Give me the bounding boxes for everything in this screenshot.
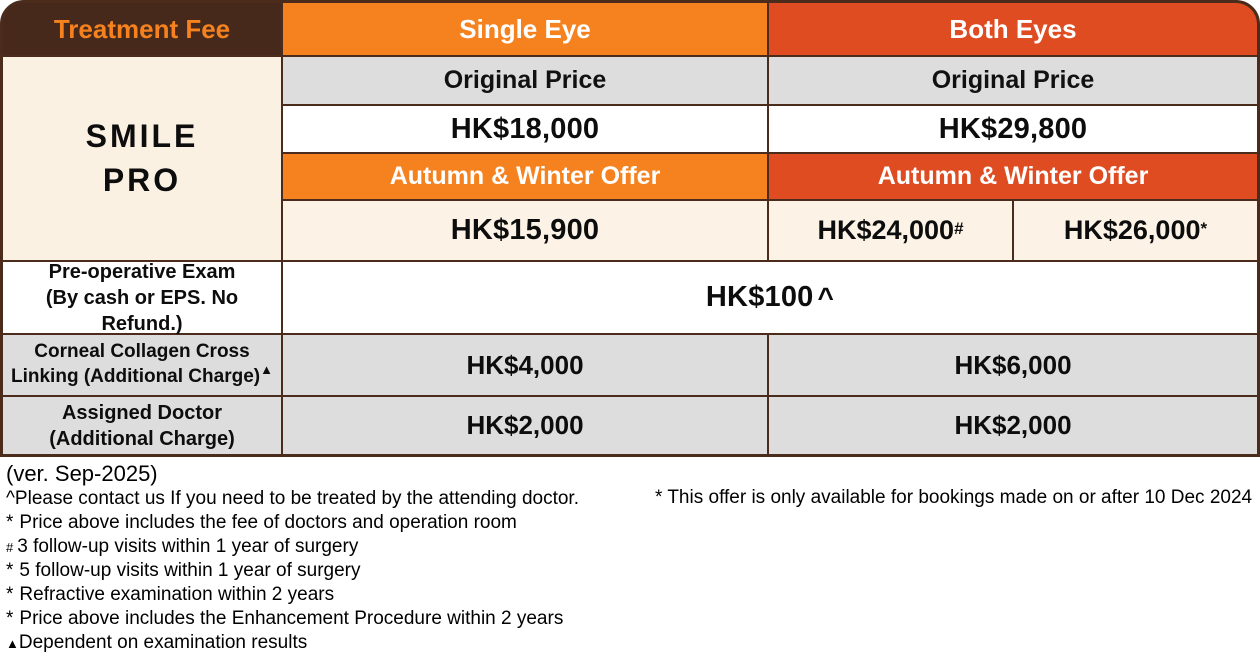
footnote-3-followup: #3 follow-up visits within 1 year of sur… bbox=[6, 535, 646, 559]
footnote-text: Price above includes the Enhancement Pro… bbox=[19, 608, 564, 629]
corneal-cross-linking-label: Corneal Collagen Cross Linking (Addition… bbox=[3, 335, 281, 395]
caret-footnote-marker: ^ bbox=[6, 488, 15, 509]
offer-price-single-eye: HK$15,900 bbox=[283, 201, 767, 260]
caret-marker: ^ bbox=[817, 281, 835, 313]
assigned-doctor-label-line1: Assigned Doctor bbox=[61, 401, 222, 424]
assigned-doctor-price-both-eyes: HK$2,000 bbox=[769, 397, 1257, 454]
product-cell-smile-pro: SMILE PRO bbox=[3, 57, 281, 260]
footnote-text: Please contact us If you need to be trea… bbox=[14, 488, 579, 509]
footnote-text: Price above includes the fee of doctors … bbox=[19, 512, 517, 533]
preop-exam-label-line2: (By cash or EPS. No Refund.) bbox=[45, 286, 239, 335]
corneal-price-single-eye: HK$4,000 bbox=[283, 335, 767, 395]
footnote-fee-includes: * Price above includes the fee of doctors… bbox=[6, 511, 646, 535]
hash-marker: # bbox=[954, 219, 964, 238]
original-price-label-both: Original Price bbox=[769, 57, 1257, 104]
header-treatment-fee: Treatment Fee bbox=[3, 3, 281, 55]
preop-exam-price: HK$100 ^ bbox=[283, 262, 1257, 333]
offer-label-single-eye: Autumn & Winter Offer bbox=[283, 154, 767, 199]
preop-exam-label: Pre-operative Exam (By cash or EPS. No R… bbox=[3, 260, 281, 335]
corneal-price-both-eyes: HK$6,000 bbox=[769, 335, 1257, 395]
offer-price-both-eyes-option1: HK$24,000 # bbox=[769, 201, 1012, 260]
footnotes-block: (ver. Sep-2025) ^Please contact us If yo… bbox=[6, 461, 646, 655]
preop-exam-price-value: HK$100 bbox=[705, 281, 814, 313]
treatment-fee-table: Treatment Fee Single Eye Both Eyes SMILE… bbox=[0, 0, 1260, 457]
original-price-both-eyes: HK$29,800 bbox=[769, 106, 1257, 152]
footnote-text: 5 follow-up visits within 1 year of surg… bbox=[19, 560, 361, 581]
footnote-5-followup: * 5 follow-up visits within 1 year of sur… bbox=[6, 559, 646, 583]
offer-price-both-2-value: HK$26,000 bbox=[1063, 215, 1201, 245]
assigned-doctor-label-line2: (Additional Charge) bbox=[49, 427, 235, 450]
hash-footnote-marker: # bbox=[6, 540, 14, 555]
asterisk-footnote-marker: * bbox=[6, 584, 14, 605]
footnote-text: 3 follow-up visits within 1 year of surg… bbox=[17, 536, 359, 557]
asterisk-footnote-marker: * bbox=[6, 512, 14, 533]
offer-price-both-1-value: HK$24,000 bbox=[817, 215, 955, 245]
footnote-enhancement: * Price above includes the Enhancement Pr… bbox=[6, 607, 646, 631]
footnote-attending-doctor: ^Please contact us If you need to be tre… bbox=[6, 487, 646, 511]
product-name-line2: PRO bbox=[102, 161, 182, 198]
footnote-booking-date: * This offer is only available for booki… bbox=[655, 487, 1253, 508]
assigned-doctor-label: Assigned Doctor (Additional Charge) bbox=[3, 397, 281, 454]
assigned-doctor-price-single-eye: HK$2,000 bbox=[283, 397, 767, 454]
original-price-single-eye: HK$18,000 bbox=[283, 106, 767, 152]
header-both-eyes: Both Eyes bbox=[769, 3, 1257, 55]
original-price-label-single: Original Price bbox=[283, 57, 767, 104]
preop-exam-label-line1: Pre-operative Exam bbox=[48, 260, 236, 283]
triangle-footnote-marker: ▲ bbox=[6, 636, 19, 651]
footnote-refractive-exam: * Refractive examination within 2 years bbox=[6, 583, 646, 607]
footnote-text: Dependent on examination results bbox=[18, 632, 308, 653]
footnote-dependent-exam: ▲Dependent on examination results bbox=[6, 631, 646, 655]
corneal-label-line2: Linking (Additional Charge) bbox=[11, 366, 261, 387]
asterisk-footnote-marker: * bbox=[6, 560, 14, 581]
asterisk-marker: * bbox=[1200, 219, 1208, 238]
offer-price-both-eyes-option2: HK$26,000 * bbox=[1014, 201, 1257, 260]
version-line: (ver. Sep-2025) bbox=[6, 461, 158, 486]
footnote-text: Refractive examination within 2 years bbox=[19, 584, 335, 605]
product-name-line1: SMILE bbox=[85, 118, 199, 155]
asterisk-footnote-marker: * bbox=[6, 608, 14, 629]
corneal-label-line1: Corneal Collagen Cross bbox=[34, 341, 250, 363]
offer-label-both-eyes: Autumn & Winter Offer bbox=[769, 154, 1257, 199]
header-single-eye: Single Eye bbox=[283, 3, 767, 55]
triangle-marker: ▲ bbox=[260, 362, 273, 377]
